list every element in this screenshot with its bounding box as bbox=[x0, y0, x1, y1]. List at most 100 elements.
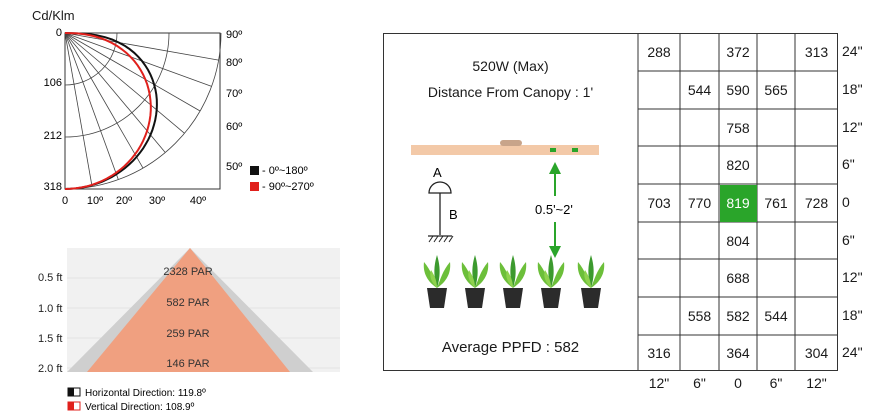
polar-ray bbox=[64, 32, 119, 180]
plant-icon bbox=[461, 255, 489, 308]
radial-tick-label: 318 bbox=[44, 181, 62, 193]
angle-label-bottom: 20º bbox=[116, 195, 132, 207]
ppfd-cell: 372 bbox=[726, 44, 750, 60]
label-b: B bbox=[449, 207, 458, 222]
row-label: 24" bbox=[842, 344, 863, 360]
legend-label-0-180: - 0º~180º bbox=[262, 165, 308, 177]
ppfd-cell: 758 bbox=[726, 119, 750, 136]
polar-ring bbox=[64, 32, 118, 86]
col-label: 6" bbox=[769, 375, 783, 391]
curve-90-270 bbox=[64, 32, 152, 190]
height-label-1-5: 1.5 ft bbox=[38, 333, 62, 345]
angle-label-right: 80º bbox=[226, 57, 242, 69]
legend-label-90-270: - 90º~270º bbox=[262, 181, 314, 193]
sensor-icon bbox=[428, 181, 452, 194]
ppfd-cell: 590 bbox=[726, 82, 750, 98]
row-label: 6" bbox=[842, 231, 855, 248]
power-label: 520W (Max) bbox=[472, 58, 549, 74]
legend-vertical-label: Vertical Direction: 108.9º bbox=[85, 402, 195, 413]
polar-curves bbox=[64, 32, 158, 190]
cone-inner-vertical bbox=[87, 248, 290, 372]
polar-ray bbox=[64, 32, 166, 153]
ppfd-cell: 761 bbox=[764, 195, 788, 211]
radial-tick-label: 212 bbox=[44, 130, 62, 142]
ppfd-grid-lines bbox=[637, 33, 838, 371]
ppfd-cell: 544 bbox=[687, 82, 712, 98]
setup-illustration: A B 0.5'~2' bbox=[411, 140, 605, 308]
row-label: 24" bbox=[842, 43, 863, 59]
distance-arrows bbox=[549, 162, 561, 258]
distance-label: Distance From Canopy : 1' bbox=[427, 84, 594, 100]
polar-ray bbox=[64, 32, 185, 134]
height-label-2-0: 2.0 ft bbox=[38, 363, 62, 375]
plant-icon bbox=[423, 255, 451, 308]
grow-light-bar bbox=[411, 145, 599, 155]
ppfd-cell: 819 bbox=[726, 195, 750, 211]
ppfd-cell: 313 bbox=[804, 44, 829, 60]
polar-unit-label: Cd/Klm bbox=[32, 8, 75, 23]
col-label: 12" bbox=[648, 375, 670, 391]
ppfd-cell: 558 bbox=[687, 308, 712, 324]
polar-ray bbox=[64, 32, 201, 112]
row-label: 12" bbox=[842, 269, 863, 285]
ppfd-cell: 582 bbox=[726, 308, 750, 324]
par-label-1-0: 582 PAR bbox=[166, 297, 209, 309]
cone-chart: 0.5 ft 1.0 ft 1.5 ft 2.0 ft 2328 PAR 582… bbox=[38, 248, 340, 413]
ppfd-cell: 565 bbox=[764, 82, 788, 98]
polar-frame bbox=[64, 32, 221, 190]
plant-icon bbox=[499, 255, 527, 308]
polar-ring bbox=[64, 32, 222, 190]
row-label: 6" bbox=[842, 156, 855, 172]
row-label: 0 bbox=[842, 194, 850, 210]
plant-icon bbox=[577, 255, 605, 308]
col-label: 12" bbox=[806, 375, 827, 391]
legend-swatch-black bbox=[250, 166, 259, 175]
ppfd-cell: 364 bbox=[726, 345, 750, 361]
par-label-1-5: 259 PAR bbox=[166, 328, 209, 340]
radial-tick-label: 0 bbox=[56, 27, 62, 39]
col-label: 6" bbox=[693, 375, 706, 391]
ppfd-cell: 770 bbox=[687, 195, 712, 211]
ppfd-cell: 728 bbox=[804, 195, 829, 211]
label-a: A bbox=[433, 165, 442, 180]
ppfd-cell: 703 bbox=[647, 195, 671, 211]
ppfd-cell: 804 bbox=[726, 232, 750, 249]
ppfd-cell: 316 bbox=[647, 345, 671, 361]
par-label-2-0: 146 PAR bbox=[166, 358, 209, 370]
ppfd-cell: 304 bbox=[804, 345, 829, 361]
par-label-0-5: 2328 PAR bbox=[163, 266, 212, 278]
polar-ring bbox=[64, 32, 170, 138]
row-label: 12" bbox=[842, 118, 863, 135]
ppfd-panel bbox=[383, 33, 838, 371]
polar-ray bbox=[64, 32, 219, 61]
row-label: 18" bbox=[842, 307, 863, 323]
plant-icon bbox=[537, 255, 565, 308]
angle-label-bottom: 40º bbox=[190, 195, 206, 207]
legend-horizontal-label: Horizontal Direction: 119.8º bbox=[85, 388, 206, 399]
polar-ray bbox=[64, 32, 144, 169]
center-highlight bbox=[720, 185, 757, 222]
angle-label-bottom: 0 bbox=[62, 195, 68, 207]
angle-label-right: 90º bbox=[226, 29, 242, 41]
distance-range-label: 0.5'~2' bbox=[535, 202, 573, 217]
col-label: 0 bbox=[734, 375, 742, 391]
legend-swatch-red bbox=[250, 182, 259, 191]
angle-label-right: 70º bbox=[226, 88, 242, 100]
row-label: 18" bbox=[842, 81, 863, 97]
polar-grid bbox=[64, 32, 222, 190]
angle-label-bottom: 30º bbox=[149, 195, 165, 207]
ppfd-cell: 688 bbox=[726, 270, 750, 286]
polar-ray bbox=[64, 32, 93, 187]
angle-label-right: 50º bbox=[226, 161, 242, 173]
height-label-1-0: 1.0 ft bbox=[38, 303, 62, 315]
average-ppfd-label: Average PPFD : 582 bbox=[441, 339, 580, 356]
angle-label-bottom: 10º bbox=[87, 195, 103, 207]
radial-tick-label: 106 bbox=[44, 77, 62, 89]
ppfd-cell: 544 bbox=[764, 308, 788, 324]
plant-row bbox=[423, 255, 605, 308]
ppfd-cell: 288 bbox=[647, 44, 671, 60]
height-label-0-5: 0.5 ft bbox=[38, 272, 62, 284]
angle-label-right: 60º bbox=[226, 121, 242, 133]
ppfd-cell: 820 bbox=[726, 157, 750, 173]
